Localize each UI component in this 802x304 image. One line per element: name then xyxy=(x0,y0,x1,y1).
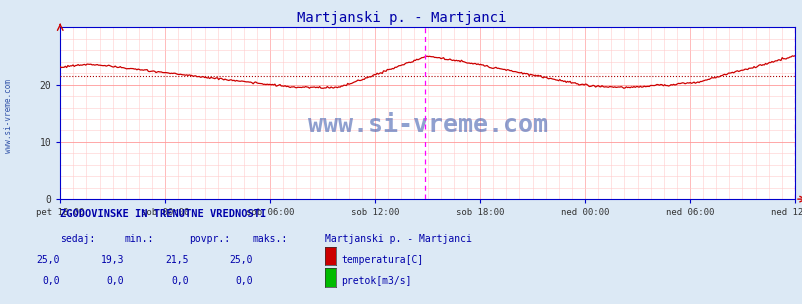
Text: Martjanski p. - Martjanci: Martjanski p. - Martjanci xyxy=(297,11,505,25)
Text: temperatura[C]: temperatura[C] xyxy=(341,255,423,265)
Text: min.:: min.: xyxy=(124,234,154,244)
Text: www.si-vreme.com: www.si-vreme.com xyxy=(3,78,13,153)
Text: 0,0: 0,0 xyxy=(43,276,60,286)
Text: 21,5: 21,5 xyxy=(165,255,188,265)
Text: povpr.:: povpr.: xyxy=(188,234,229,244)
Text: Martjanski p. - Martjanci: Martjanski p. - Martjanci xyxy=(325,234,472,244)
Text: 19,3: 19,3 xyxy=(101,255,124,265)
Text: ZGODOVINSKE IN TRENUTNE VREDNOSTI: ZGODOVINSKE IN TRENUTNE VREDNOSTI xyxy=(60,209,266,219)
Text: 0,0: 0,0 xyxy=(107,276,124,286)
Text: sedaj:: sedaj: xyxy=(60,234,95,244)
Text: 0,0: 0,0 xyxy=(235,276,253,286)
Text: 25,0: 25,0 xyxy=(37,255,60,265)
Text: 25,0: 25,0 xyxy=(229,255,253,265)
Text: pretok[m3/s]: pretok[m3/s] xyxy=(341,276,411,286)
Text: 0,0: 0,0 xyxy=(171,276,188,286)
Text: maks.:: maks.: xyxy=(253,234,288,244)
Text: www.si-vreme.com: www.si-vreme.com xyxy=(307,113,547,137)
